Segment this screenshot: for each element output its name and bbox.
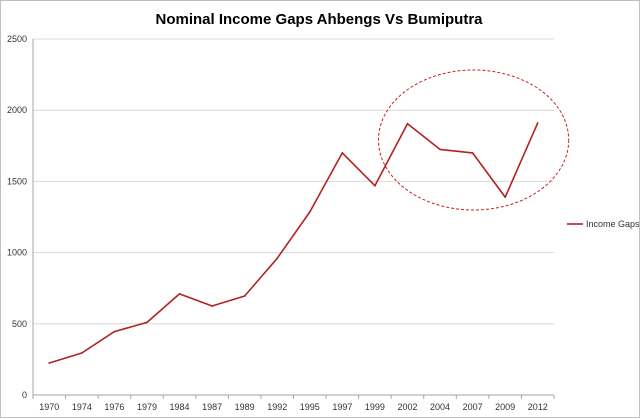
data-point — [178, 292, 181, 295]
x-tick-label: 1976 — [104, 402, 124, 412]
x-tick-label: 1997 — [332, 402, 352, 412]
x-tick-label: 2002 — [397, 402, 417, 412]
x-tick-label: 1970 — [39, 402, 59, 412]
data-point — [113, 330, 116, 333]
data-point — [146, 321, 148, 324]
chart-title: Nominal Income Gaps Ahbengs Vs Bumiputra — [156, 11, 484, 28]
x-tick-label: 1987 — [202, 402, 222, 412]
legend-label: Income Gaps — [586, 219, 639, 229]
x-tick-label: 1984 — [170, 402, 190, 412]
gridlines — [33, 38, 554, 325]
data-point — [374, 184, 376, 187]
x-tick-label: 1999 — [365, 402, 385, 412]
x-tick-label: 2004 — [430, 402, 450, 412]
highlight-ellipse — [377, 69, 570, 211]
data-point — [439, 148, 441, 151]
x-tick-label: 2012 — [528, 402, 548, 412]
y-tick-label: 1500 — [7, 176, 27, 186]
data-point — [48, 362, 51, 364]
data-point — [211, 305, 213, 307]
series-line-income-gaps — [49, 122, 539, 364]
data-point — [80, 352, 83, 354]
legend: Income Gaps — [567, 219, 639, 229]
data-point — [471, 152, 474, 154]
y-tick-label: 2000 — [7, 105, 27, 115]
data-point — [243, 295, 246, 297]
x-tick-label: 1992 — [267, 402, 287, 412]
data-point — [308, 211, 311, 213]
data-point — [406, 122, 409, 125]
axes — [32, 39, 555, 399]
data-point — [536, 122, 539, 124]
data-point — [276, 257, 279, 260]
x-tick-label: 1989 — [235, 402, 255, 412]
y-tick-label: 500 — [12, 319, 27, 329]
annotation-layer — [377, 69, 570, 211]
y-tick-labels: 0 500 1000 1500 2000 2500 — [7, 34, 27, 400]
x-tick-label: 1995 — [300, 402, 320, 412]
y-tick-label: 1000 — [7, 248, 27, 258]
series-layer — [48, 122, 539, 364]
y-tick-label: 2500 — [7, 34, 27, 44]
data-point — [341, 152, 344, 154]
x-tick-label: 1974 — [72, 402, 92, 412]
y-tick-label: 0 — [22, 390, 27, 400]
data-point — [504, 196, 507, 198]
x-tick-label: 2007 — [463, 402, 483, 412]
x-tick-label: 2009 — [495, 402, 515, 412]
x-tick-label: 1979 — [137, 402, 157, 412]
x-tick-labels: 1970 1974 1976 1979 1984 1987 1989 1992 1995 1997… — [39, 402, 547, 412]
